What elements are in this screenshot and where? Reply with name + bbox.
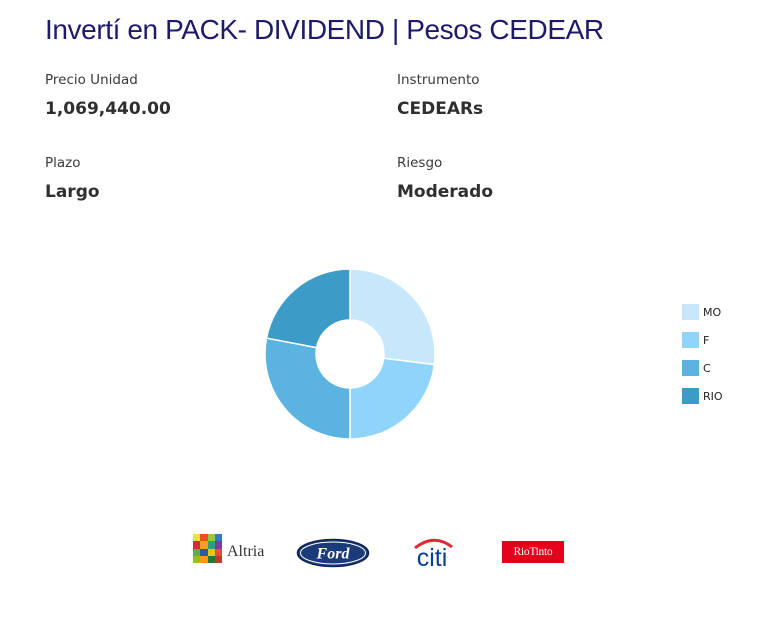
ford-wordmark: Ford — [316, 546, 351, 563]
allocation-donut-chart — [264, 268, 436, 440]
plazo-label: Plazo — [45, 155, 81, 171]
ford-oval-icon: Ford — [296, 538, 370, 568]
legend-item-f[interactable]: F — [682, 332, 723, 348]
riesgo-field: Riesgo Moderado — [397, 154, 493, 203]
precio-unidad-label: Precio Unidad — [45, 72, 138, 88]
legend-label: C — [703, 361, 711, 375]
legend-label: F — [703, 333, 710, 347]
citi-arc-icon: citi — [414, 538, 453, 569]
instrumento-field: Instrumento CEDEARs — [397, 71, 483, 120]
precio-unidad-field: Precio Unidad 1,069,440.00 — [45, 71, 171, 120]
riotinto-logo: RioTinto — [502, 541, 564, 563]
chart-legend: MO F C RIO — [682, 304, 723, 416]
donut-slice-rio[interactable] — [265, 268, 351, 349]
holdings-logos: Altria Ford citi RioTinto — [0, 530, 764, 576]
legend-item-rio[interactable]: RIO — [682, 388, 723, 404]
riesgo-value: Moderado — [397, 182, 493, 202]
altria-mosaic-icon — [193, 534, 222, 563]
legend-label: MO — [703, 305, 722, 319]
plazo-value: Largo — [45, 182, 100, 202]
donut-slice-f[interactable] — [349, 357, 436, 440]
legend-item-c[interactable]: C — [682, 360, 723, 376]
instrumento-value: CEDEARs — [397, 99, 484, 119]
donut-slice-c[interactable] — [264, 337, 351, 440]
donut-slice-mo[interactable] — [349, 268, 436, 366]
legend-swatch — [682, 388, 699, 404]
instrumento-label: Instrumento — [397, 72, 480, 88]
legend-swatch — [682, 304, 699, 320]
altria-wordmark: Altria — [227, 543, 265, 560]
citi-wordmark: citi — [417, 544, 448, 569]
riotinto-wordmark: RioTinto — [513, 546, 553, 558]
precio-unidad-value: 1,069,440.00 — [45, 99, 171, 119]
riesgo-label: Riesgo — [397, 155, 443, 171]
page-title: Invertí en PACK- DIVIDEND | Pesos CEDEAR — [45, 14, 604, 45]
legend-label: RIO — [703, 389, 723, 403]
plazo-field: Plazo Largo — [45, 154, 100, 203]
altria-logo: Altria — [193, 534, 273, 568]
legend-swatch — [682, 332, 699, 348]
legend-swatch — [682, 360, 699, 376]
legend-item-mo[interactable]: MO — [682, 304, 723, 320]
